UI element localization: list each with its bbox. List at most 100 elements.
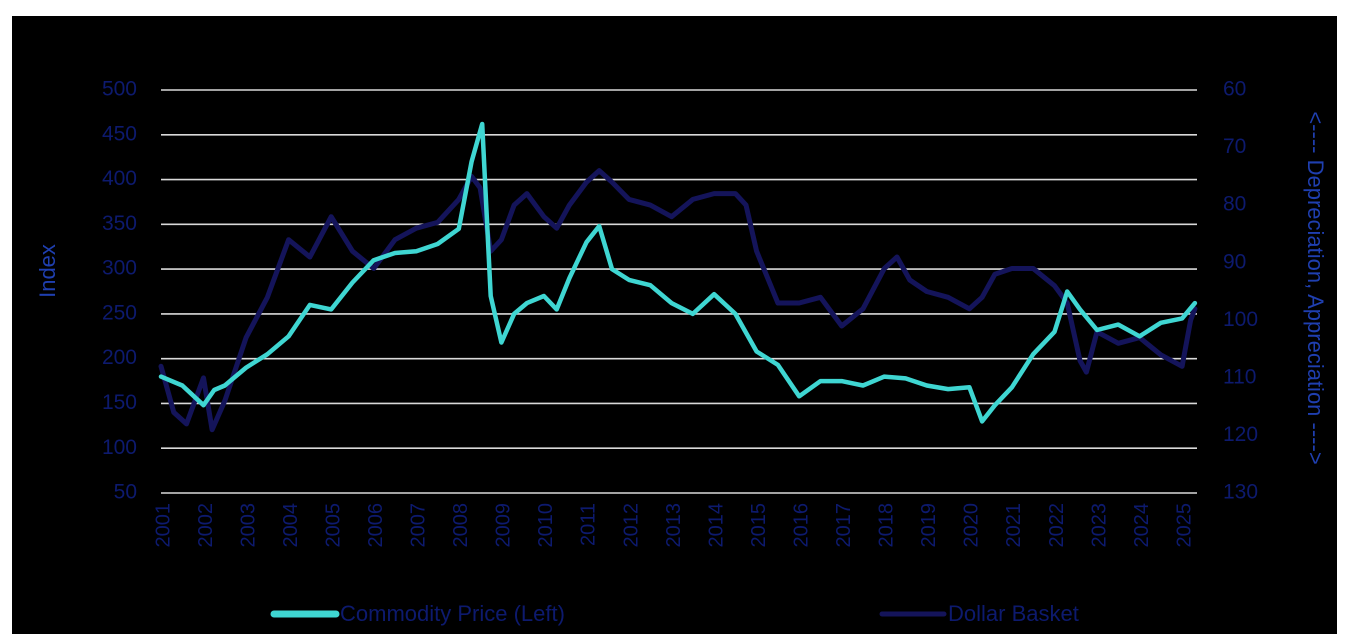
x-tick-label: 2021 (1003, 503, 1025, 548)
dollar-basket-series-point (309, 256, 311, 258)
commodity-price-series-point (489, 295, 492, 297)
x-tick-label: 2019 (918, 503, 940, 548)
dollar-basket-series-point (543, 215, 545, 218)
commodity-price-series-point (287, 335, 290, 338)
commodity-price-series-point (555, 308, 558, 311)
commodity-price-series-point (309, 304, 311, 306)
right-axis-ticks: 60 70 80 90 100 110 120 130 (1223, 78, 1258, 504)
dollar-basket-series-point (287, 238, 290, 241)
x-tick-label: 2009 (493, 503, 515, 548)
x-tick-label: 2011 (578, 503, 600, 546)
commodity-price-series-point (926, 384, 928, 387)
commodity-price-series-point (543, 295, 545, 297)
x-tick-label: 2022 (1046, 503, 1068, 548)
dollar-basket-series-point (372, 267, 375, 270)
x-tick-label: 2017 (833, 503, 855, 548)
x-tick-label: 2003 (237, 503, 259, 548)
commodity-price-series-point (372, 259, 375, 261)
commodity-price-series-point (585, 241, 588, 243)
commodity-price-series-point (1181, 317, 1183, 320)
dollar-basket-series-point (185, 423, 188, 425)
commodity-price-series-point (777, 364, 779, 366)
dollar-basket-series-point (173, 411, 175, 414)
dollar-basket-series-point (211, 428, 213, 431)
commodity-price-series-point (947, 388, 949, 390)
x-tick-label: 2015 (748, 503, 770, 548)
dollar-basket-series-point (896, 256, 898, 258)
commodity-price-series-point (415, 250, 418, 252)
right-tick-label: 130 (1223, 481, 1258, 504)
commodity-price-series-point (1032, 353, 1034, 356)
commodity-price-series-point (1138, 335, 1141, 338)
dollar-basket-series-point (160, 365, 162, 368)
commodity-price-series-point (470, 160, 473, 163)
commodity-price-series-point (202, 404, 205, 407)
left-tick-label: 150 (102, 391, 137, 414)
dollar-basket-series-point (981, 296, 983, 299)
dollar-basket-series-point (266, 296, 269, 299)
right-tick-label: 60 (1223, 78, 1246, 101)
dollar-basket-series-point (585, 181, 588, 183)
dollar-basket-series-point (330, 215, 333, 218)
commodity-price-series-point (904, 377, 907, 380)
left-axis-title: Index (35, 244, 60, 298)
legend: Commodity Price (Left) Dollar Basket (270, 601, 1079, 626)
commodity-price-series-point (598, 225, 600, 227)
dollar-basket-series-point (598, 169, 600, 172)
dollar-basket-series-point (926, 290, 928, 293)
left-tick-label: 250 (102, 301, 137, 324)
commodity-price-series-point (1066, 290, 1068, 293)
commodity-price-series-point (649, 284, 652, 287)
series-lines (158, 121, 1198, 433)
left-tick-label: 100 (102, 436, 137, 459)
dollar-basket-series-point (819, 296, 822, 299)
dollar-basket-series-point (628, 198, 630, 201)
dollar-basket-series-point (1085, 371, 1088, 373)
commodity-price-series-point (1117, 323, 1120, 326)
commodity-price-series-line (158, 121, 1198, 424)
dollar-basket-series-point (1181, 365, 1183, 368)
dollar-basket-series-point (1079, 359, 1081, 362)
dollar-basket-series-point (611, 181, 613, 183)
left-axis-ticks: 500 450 400 350 300 250 200 150 100 50 (102, 78, 137, 504)
dollar-basket-series-point (968, 308, 971, 310)
commodity-price-series-point (160, 375, 162, 378)
dollar-basket-series-point (470, 175, 473, 178)
commodity-price-series-point (628, 279, 630, 281)
dollar-basket-series-point (224, 400, 226, 402)
right-tick-label: 100 (1223, 308, 1258, 331)
right-axis-title: <---- Depreciation, Appreciation ----> (1303, 111, 1328, 464)
left-tick-label: 350 (102, 212, 137, 235)
commodity-price-series-point (458, 228, 460, 230)
left-tick-label: 200 (102, 346, 137, 369)
commodity-price-series-point (611, 268, 613, 270)
commodity-price-series-point (1160, 322, 1162, 324)
dollar-basket-series-point (555, 227, 558, 229)
dollar-basket-series-line (158, 168, 1198, 433)
x-tick-label: 2005 (322, 503, 344, 548)
dollar-basket-series-point (1160, 354, 1162, 356)
dollar-basket-series-point (1189, 319, 1192, 322)
dollar-basket-series-point (798, 302, 800, 304)
x-tick-label: 2025 (1173, 503, 1195, 548)
commodity-price-series-point (798, 395, 800, 398)
dollar-basket-series-point (862, 308, 864, 310)
dollar-basket-series-point (526, 192, 528, 195)
commodity-price-series-point (526, 302, 528, 304)
commodity-price-series-point (266, 353, 269, 356)
left-tick-label: 50 (114, 481, 137, 504)
commodity-price-series-point (1079, 308, 1081, 311)
dollar-basket-series-point (436, 221, 439, 224)
dollar-basket-series-point (713, 192, 715, 195)
dollar-basket-series-point (1194, 308, 1196, 310)
dollar-basket-series-point (755, 250, 758, 252)
right-tick-label: 120 (1223, 423, 1258, 446)
commodity-price-series-point (968, 386, 971, 389)
dollar-basket-series (158, 168, 1198, 433)
right-tick-label: 80 (1223, 193, 1246, 216)
x-tick-label: 2002 (195, 503, 217, 548)
right-tick-label: 90 (1223, 250, 1246, 273)
dollar-basket-series-point (479, 187, 481, 189)
gridlines (161, 89, 1197, 494)
chart-svg: 500 450 400 350 300 250 200 150 100 50 60 70 80 90 10… (35, 78, 1328, 626)
